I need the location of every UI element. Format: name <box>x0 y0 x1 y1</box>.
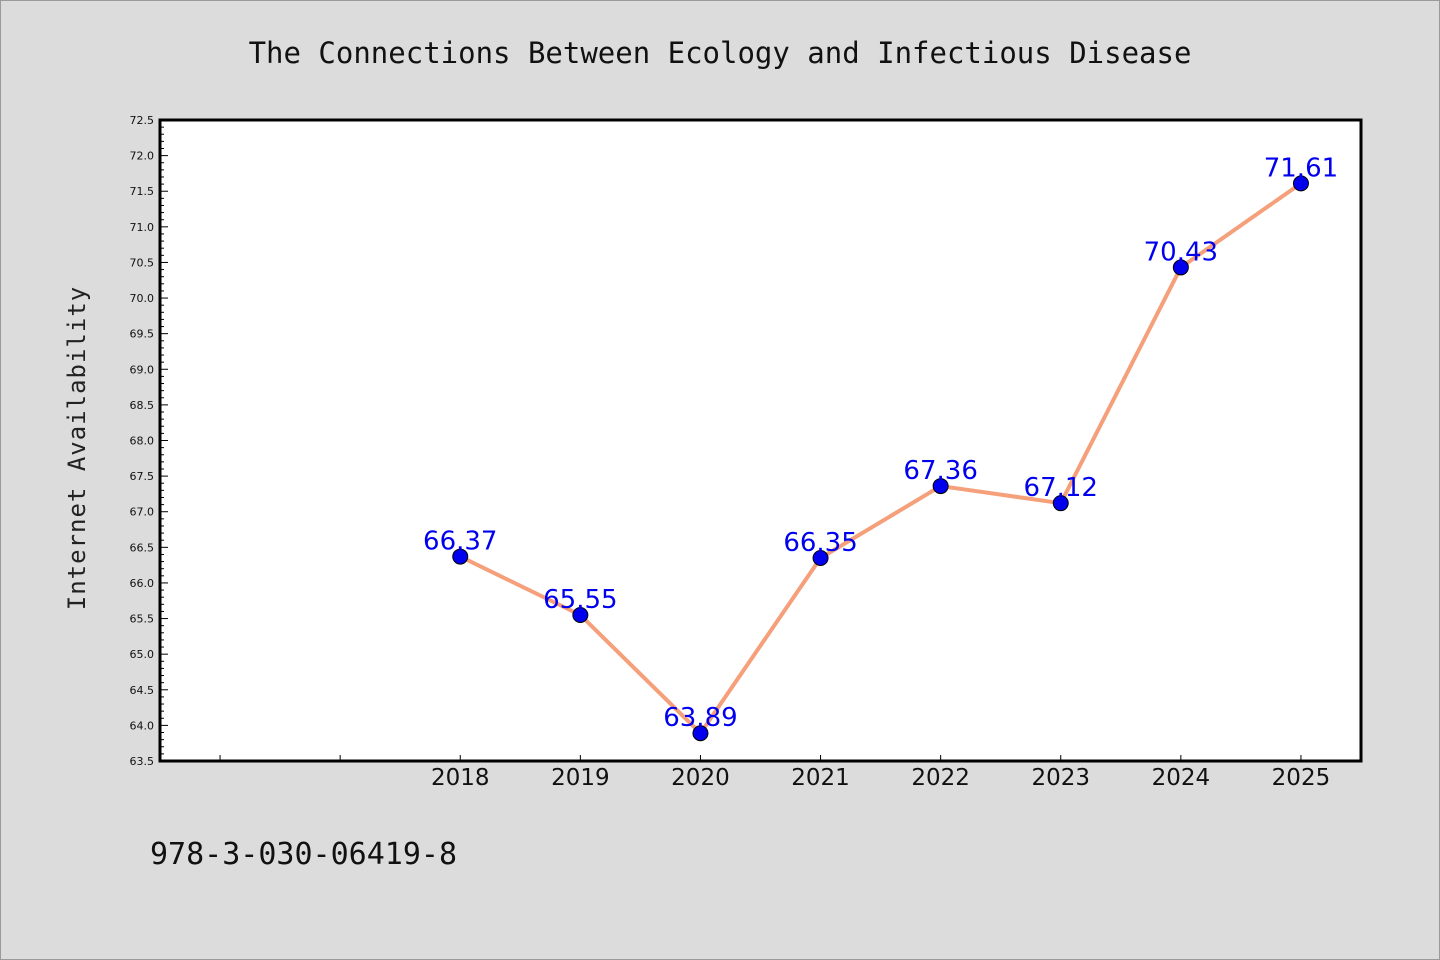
data-point-marker <box>1292 175 1309 192</box>
chart-title: The Connections Between Ecology and Infe… <box>249 36 1192 70</box>
data-label: 71.61 <box>1264 153 1338 183</box>
isbn-footer: 978-3-030-06419-8 <box>150 837 457 872</box>
y-tick-label: 64.5 <box>130 684 155 697</box>
plot-area <box>158 118 1363 763</box>
data-point-marker <box>1052 495 1069 512</box>
data-label: 63.89 <box>663 703 737 733</box>
y-tick-label: 71.5 <box>130 185 155 198</box>
y-tick-label: 63.5 <box>130 755 155 768</box>
series-line <box>459 181 1303 736</box>
data-label: 65.55 <box>543 585 617 615</box>
data-point-marker <box>452 548 469 565</box>
data-point-marker <box>1172 259 1189 276</box>
x-tick-label: 2024 <box>1152 765 1211 791</box>
y-tick-label: 69.5 <box>130 328 155 341</box>
x-tick-label: 2022 <box>911 765 970 791</box>
y-tick-label: 71.0 <box>130 221 155 234</box>
y-tick-label: 65.0 <box>130 648 155 661</box>
y-tick-label: 66.5 <box>130 541 155 554</box>
data-label: 70.43 <box>1144 237 1218 267</box>
data-point-marker <box>572 606 589 623</box>
y-tick-label: 67.0 <box>130 506 155 519</box>
data-labels-group: 66.37 65.55 63.89 66.35 67.36 67.12 70.43 71.61 <box>423 153 1338 733</box>
x-tick-label: 2023 <box>1031 765 1090 791</box>
x-tick-label: 2021 <box>791 765 850 791</box>
x-tick-label: 2019 <box>551 765 610 791</box>
data-label: 67.12 <box>1024 473 1098 503</box>
y-tick-label: 67.5 <box>130 470 155 483</box>
x-tick-label: 2025 <box>1272 765 1331 791</box>
data-label: 66.35 <box>783 528 857 558</box>
y-tick-label: 66.0 <box>130 577 155 590</box>
y-tick-label: 69.0 <box>130 363 155 376</box>
y-tick-label: 68.0 <box>130 435 155 448</box>
y-axis-label: Internet Availability <box>63 286 91 610</box>
data-label: 67.36 <box>903 456 977 486</box>
y-tick-label: 70.0 <box>130 292 155 305</box>
y-axis-ticks: 63.5 64.0 64.5 65.0 65.5 66.0 66.5 67.0 67.5 68.0… <box>130 114 168 768</box>
series-line-group <box>459 181 1303 736</box>
x-tick-label: 2020 <box>671 765 730 791</box>
data-point-marker <box>692 725 709 742</box>
x-axis-ticks: 2018 2019 2020 2021 2022 2023 2024 2025 <box>219 755 1331 791</box>
y-tick-label: 68.5 <box>130 399 155 412</box>
data-points-group <box>452 175 1309 742</box>
x-tick-label: 2018 <box>431 765 490 791</box>
y-tick-label: 64.0 <box>130 719 155 732</box>
data-label: 66.37 <box>423 527 497 557</box>
y-tick-label: 72.5 <box>130 114 155 127</box>
y-tick-label: 65.5 <box>130 613 155 626</box>
y-tick-label: 70.5 <box>130 256 155 269</box>
y-tick-label: 72.0 <box>130 150 155 163</box>
data-point-marker <box>932 478 949 495</box>
data-point-marker <box>812 550 829 567</box>
